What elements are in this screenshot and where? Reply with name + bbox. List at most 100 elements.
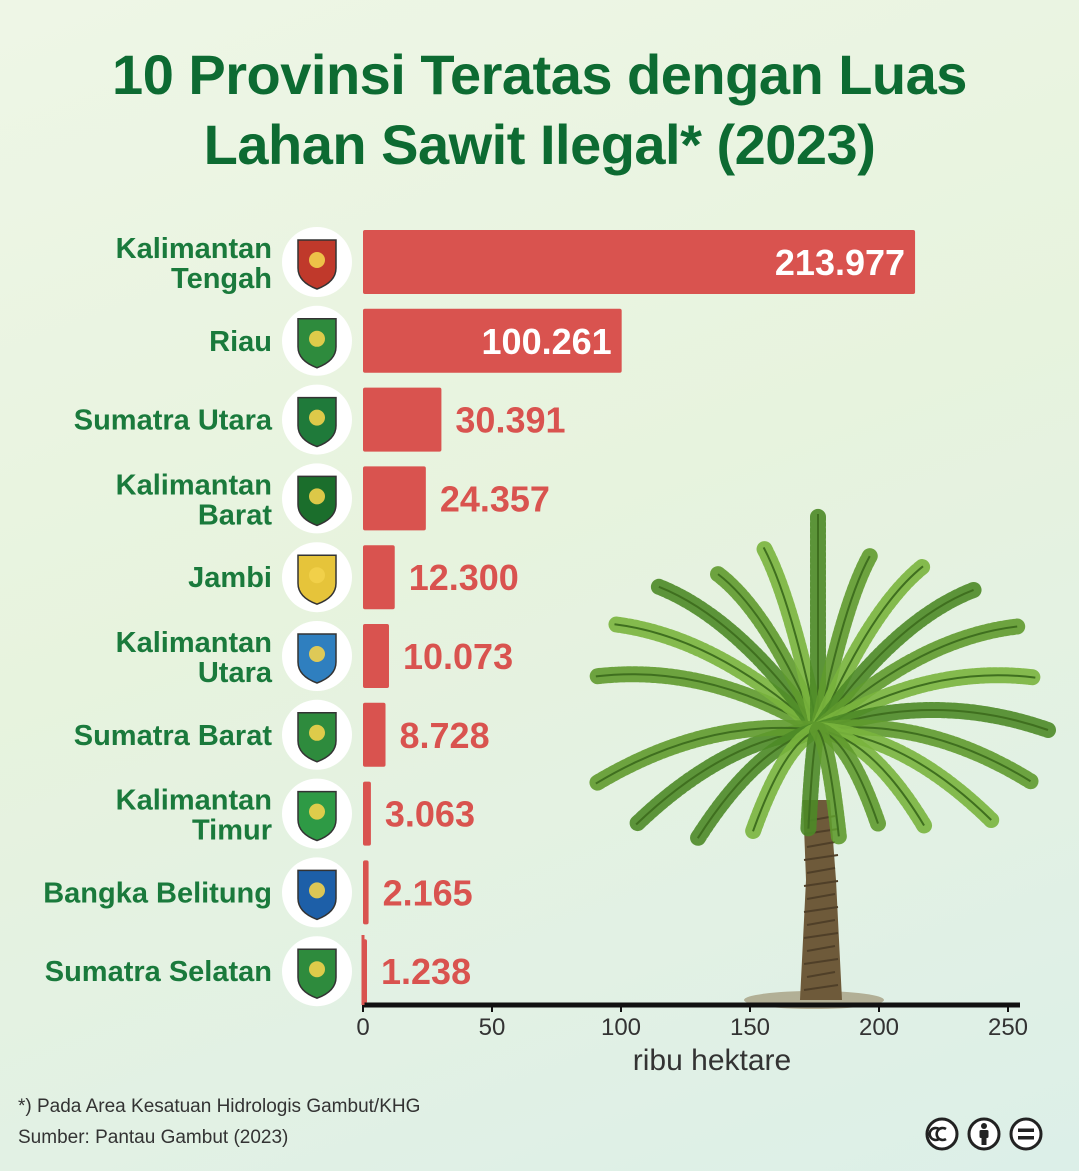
bar-value-label: 24.357 xyxy=(440,478,550,519)
province-label: Sumatra Selatan xyxy=(45,956,272,988)
province-label-line: Barat xyxy=(198,499,272,531)
bar-value-label: 30.391 xyxy=(455,400,565,441)
province-label: Sumatra Barat xyxy=(74,720,273,752)
attribution-icon xyxy=(967,1117,1001,1151)
palm-trunk-ring xyxy=(806,945,836,952)
province-label: Kalimantan Utara xyxy=(116,627,273,689)
bar-row: 2.165 Bangka Belitung xyxy=(43,857,473,928)
province-label: Jambi xyxy=(188,562,272,594)
bar-row: 24.357 Kalimantan Barat xyxy=(116,463,550,534)
province-label-line: Jambi xyxy=(188,562,272,594)
emblem-center xyxy=(309,488,325,505)
province-label-line: Kalimantan xyxy=(116,233,272,265)
emblem-center xyxy=(309,252,325,268)
province-label-line: Sumatra Selatan xyxy=(45,956,272,988)
bar-value-label: 8.728 xyxy=(400,715,490,756)
x-tick-label: 50 xyxy=(479,1014,506,1041)
palm-trunk-ring xyxy=(803,932,839,939)
province-label-line: Kalimantan xyxy=(116,785,272,817)
x-tick-label: 200 xyxy=(859,1014,899,1041)
province-emblem-icon xyxy=(282,621,352,691)
palm-frond-rib xyxy=(595,726,819,785)
province-label: Sumatra Utara xyxy=(74,405,273,437)
x-tick-label: 250 xyxy=(988,1014,1028,1041)
palm-tree-illustration xyxy=(587,506,1056,1009)
emblem-center xyxy=(309,409,325,426)
title-line-2: Lahan Sawit Ilegal* (2023) xyxy=(203,113,876,176)
footnote: *) Pada Area Kesatuan Hidrologis Gambut/… xyxy=(18,1096,421,1117)
bar-value-label: 3.063 xyxy=(385,794,475,835)
bar-value-label: 213.977 xyxy=(775,242,905,283)
province-label: Kalimantan Barat xyxy=(116,469,273,531)
province-label: Bangka Belitung xyxy=(43,877,272,909)
bar-row: 10.073 Kalimantan Utara xyxy=(116,621,513,691)
province-emblem-icon xyxy=(282,227,352,297)
palm-trunk-ring xyxy=(803,880,839,887)
province-label-line: Bangka Belitung xyxy=(43,877,272,909)
source-note: Sumber: Pantau Gambut (2023) xyxy=(18,1127,289,1148)
bar-row: 213.977 Kalimantan Tengah xyxy=(116,227,916,297)
bar xyxy=(363,624,389,688)
title-line-1: 10 Provinsi Teratas dengan Luas xyxy=(112,43,967,106)
province-label-line: Riau xyxy=(209,326,272,358)
chart-title: 10 Provinsi Teratas dengan Luas Lahan Sa… xyxy=(0,40,1079,180)
bar-row: 1.238 Sumatra Selatan xyxy=(45,936,471,1007)
x-axis-label: ribu hektare xyxy=(633,1044,791,1077)
bar xyxy=(363,230,916,294)
bar-value-label: 1.238 xyxy=(381,951,471,992)
palm-trunk-ring xyxy=(803,906,839,913)
bar-value-label: 2.165 xyxy=(383,872,473,913)
emblem-center xyxy=(309,803,325,820)
province-label-line: Sumatra Barat xyxy=(74,720,273,752)
bar-row: 12.300 Jambi xyxy=(188,542,519,613)
x-tick-label: 150 xyxy=(730,1014,770,1041)
bar xyxy=(363,387,442,452)
emblem-center xyxy=(309,882,325,899)
no-derivatives-icon xyxy=(1009,1117,1043,1151)
creative-commons-icon xyxy=(925,1117,959,1151)
province-emblem-icon xyxy=(282,542,352,613)
bar-row: 3.063 Kalimantan Timur xyxy=(116,778,475,849)
province-label-line: Tengah xyxy=(171,263,272,295)
bar-row: 8.728 Sumatra Barat xyxy=(74,699,490,770)
province-label: Riau xyxy=(209,326,272,358)
province-emblem-icon xyxy=(282,857,352,928)
bar-value-label: 10.073 xyxy=(403,636,513,677)
province-emblem-icon xyxy=(282,384,352,455)
palm-trunk-ring xyxy=(806,841,836,848)
bar-value-label: 100.261 xyxy=(482,321,612,362)
emblem-center xyxy=(309,724,325,741)
palm-trunk-ring xyxy=(803,854,839,861)
emblem-center xyxy=(309,961,325,978)
palm-frond-rib xyxy=(817,729,840,837)
palm-trunk-ring xyxy=(806,971,836,978)
bar xyxy=(363,466,426,531)
province-label-line: Kalimantan xyxy=(116,469,272,501)
palm-trunk-ring xyxy=(803,958,839,965)
x-tick-label: 100 xyxy=(601,1014,641,1041)
province-label-line: Kalimantan xyxy=(116,627,272,659)
x-axis: 0 50 100 150 200 250 xyxy=(356,935,1028,1041)
emblem-center xyxy=(309,646,325,662)
bar xyxy=(363,860,369,925)
bar-row: 100.261 Riau xyxy=(209,305,622,376)
bar-value-label: 12.300 xyxy=(409,557,519,598)
province-emblem-icon xyxy=(282,936,352,1007)
emblem-center xyxy=(309,567,325,584)
palm-trunk-ring xyxy=(803,984,839,991)
province-emblem-icon xyxy=(282,305,352,376)
province-label-line: Utara xyxy=(198,657,273,689)
province-emblem-icon xyxy=(282,778,352,849)
province-label: Kalimantan Timur xyxy=(116,785,272,847)
province-label-line: Timur xyxy=(192,815,272,847)
bar xyxy=(363,781,371,846)
license-icons xyxy=(925,1117,1043,1151)
province-emblem-icon xyxy=(282,463,352,534)
emblem-center xyxy=(309,330,325,347)
palm-trunk-ring xyxy=(806,867,836,874)
bar xyxy=(363,308,622,373)
province-label: Kalimantan Tengah xyxy=(116,233,272,295)
province-label-line: Sumatra Utara xyxy=(74,405,273,437)
